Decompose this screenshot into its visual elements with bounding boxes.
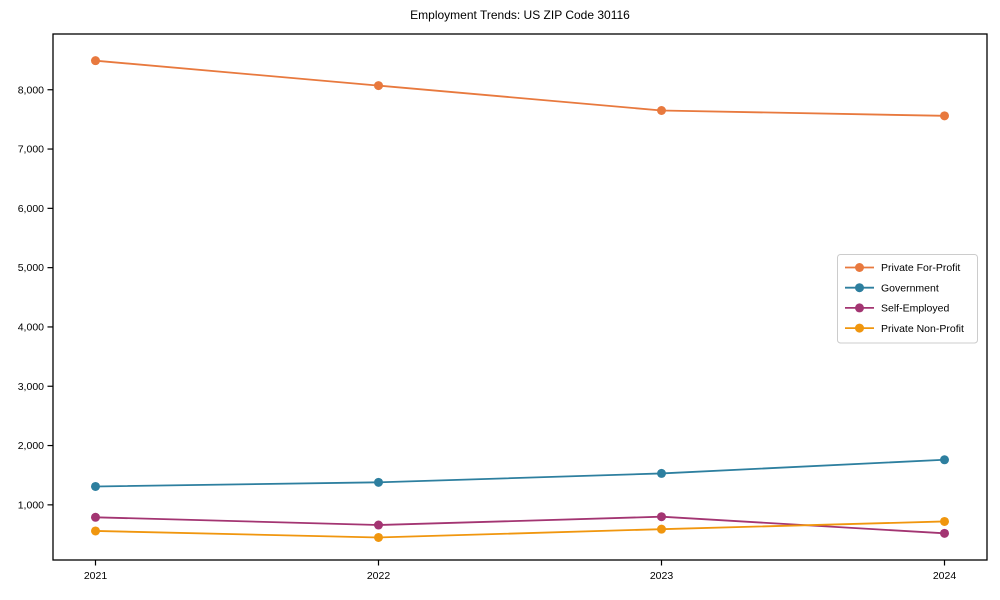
series-layer (90, 56, 950, 542)
chart-title: Employment Trends: US ZIP Code 30116 (410, 8, 630, 22)
legend-label: Private For-Profit (881, 262, 960, 274)
legend-label: Government (881, 282, 939, 294)
x-tick-label: 2024 (933, 570, 957, 582)
x-tick-label: 2022 (367, 570, 391, 582)
series-marker-government (940, 455, 950, 465)
series-marker-government (657, 468, 667, 478)
legend-layer: Private For-Profit Government Self-Employe… (837, 254, 978, 344)
series-marker-self-employed (373, 520, 383, 530)
legend-label: Self-Employed (881, 303, 949, 315)
legend-item-self-employed: Self-Employed (845, 303, 949, 315)
legend-marker-dot (855, 263, 864, 272)
series-marker-private-non-profit (90, 526, 100, 536)
legend-box (837, 254, 978, 344)
y-tick-label: 3,000 (18, 381, 44, 393)
series-marker-government (373, 477, 383, 487)
series-line-government (95, 458, 945, 488)
y-tick-label: 2,000 (18, 440, 44, 452)
y-tick-label: 8,000 (18, 84, 44, 96)
y-tick-label: 5,000 (18, 262, 44, 274)
y-tick-label: 6,000 (18, 203, 44, 215)
series-marker-private-for-profit (940, 111, 950, 121)
series-marker-self-employed (940, 528, 950, 538)
series-marker-private-non-profit (657, 524, 667, 534)
series-marker-private-for-profit (373, 81, 383, 91)
y-tick-label: 1,000 (18, 499, 44, 511)
legend-marker-dot (855, 323, 864, 333)
series-line-private-for-profit (95, 59, 945, 117)
y-tick-label: 7,000 (18, 144, 44, 156)
series-marker-private-non-profit (373, 532, 383, 542)
series-marker-private-for-profit (90, 56, 100, 66)
plot-border (52, 33, 988, 561)
x-tick-label: 2021 (84, 570, 108, 582)
legend-item-government: Government (845, 282, 939, 294)
series-marker-government (90, 481, 100, 491)
series-line-private-non-profit (95, 520, 945, 539)
axes-layer: 1,000 2,000 3,000 4,000 5,000 6,000 7,000 8,000… (18, 33, 988, 582)
legend-label: Private Non-Profit (881, 323, 964, 335)
series-marker-private-non-profit (940, 516, 950, 526)
legend-marker-dot (855, 303, 864, 313)
legend-item-private-for-profit: Private For-Profit (845, 262, 960, 274)
series-marker-private-for-profit (657, 105, 667, 115)
legend-marker-dot (855, 283, 864, 293)
legend-item-private-non-profit: Private Non-Profit (845, 323, 964, 335)
series-marker-self-employed (657, 512, 667, 522)
y-tick-label: 4,000 (18, 322, 44, 334)
series-marker-self-employed (90, 512, 100, 522)
x-tick-label: 2023 (650, 570, 674, 582)
